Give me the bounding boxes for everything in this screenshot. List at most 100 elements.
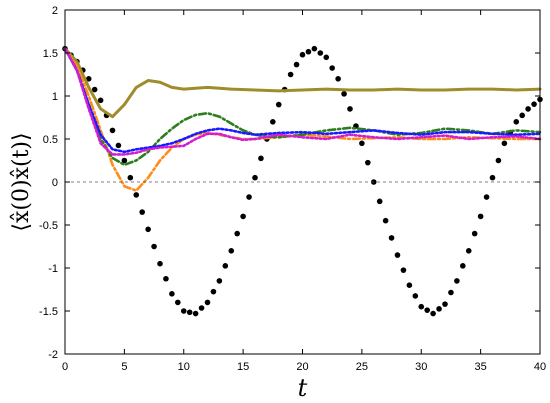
series-0-point: [252, 174, 258, 181]
series-0-point: [240, 213, 246, 220]
series-0-point: [180, 308, 187, 314]
series-0-point: [228, 248, 235, 254]
series-0-point: [293, 61, 300, 68]
series-0-point: [329, 65, 335, 71]
series-0-point: [341, 91, 347, 97]
series-0-point: [442, 301, 448, 307]
series-3: [63, 47, 542, 167]
series-0-point: [204, 299, 211, 306]
series-0-point: [460, 263, 466, 269]
x-tick-label: 10: [178, 361, 190, 373]
x-tick-label: 15: [237, 361, 249, 373]
series-0-point: [145, 226, 151, 233]
series-0-point: [97, 97, 104, 104]
series-0-point: [270, 119, 276, 125]
series-4: [63, 47, 542, 154]
series-0-point: [335, 76, 341, 82]
series-0-point: [436, 306, 442, 312]
series-0-point: [406, 282, 413, 289]
y-axis-label: ⟨x̂(0)x̂(t)⟩: [9, 132, 34, 231]
series-0-point: [222, 263, 229, 269]
x-tick-label: 5: [121, 361, 127, 373]
series-0-point: [418, 303, 425, 310]
series-0-point: [483, 194, 490, 200]
series-0-point: [198, 305, 205, 311]
series-0-point: [85, 76, 92, 82]
series-0-point: [359, 140, 365, 147]
series-1-line: [63, 47, 542, 119]
y-tick-label: 0: [52, 177, 58, 189]
series-0-point: [163, 275, 169, 282]
series-0-point: [192, 310, 199, 317]
x-tick-label: 20: [296, 361, 308, 373]
series-0-point: [210, 288, 217, 295]
series-0-point: [299, 51, 306, 58]
series-0-point: [412, 293, 419, 299]
series-1: [63, 47, 542, 119]
series-0-point: [127, 174, 134, 181]
series-0-point: [258, 155, 264, 162]
series-0-point: [115, 142, 122, 149]
series-0-point: [175, 299, 181, 306]
y-tick-label: -0.5: [39, 220, 58, 232]
series-0-point: [216, 278, 223, 284]
series-0-point: [91, 86, 98, 93]
x-tick-label: 30: [415, 361, 427, 373]
series-0-point: [133, 192, 140, 198]
series-0-point: [531, 101, 537, 107]
axes-layer: 0 5 10 15 20 25 30 35 40 -2 -1.5 -1 -0.5 0 0.5 1 1.5 2: [39, 5, 546, 373]
series-0-point: [347, 106, 353, 112]
series-4-line: [63, 47, 542, 154]
y-tick-label: 1.5: [43, 48, 58, 60]
series-0-point: [394, 252, 401, 258]
series-0-point: [376, 198, 383, 205]
x-tick-label: 35: [475, 361, 487, 373]
series-0-point: [317, 50, 324, 56]
series-0-point: [519, 112, 525, 119]
series-0-point: [275, 101, 282, 108]
series-0-point: [454, 278, 460, 284]
y-tick-label: 0.5: [43, 134, 58, 146]
series-0-point: [169, 291, 175, 297]
series-0-point: [525, 106, 531, 112]
series-0-point: [388, 235, 395, 241]
series-0-point: [323, 54, 330, 61]
series-0-point: [121, 157, 128, 164]
x-tick-label: 0: [62, 361, 68, 373]
series-2-line: [63, 47, 542, 192]
x-tick-label: 40: [534, 361, 546, 373]
y-tick-label: -1.5: [39, 306, 58, 318]
series-0-point: [109, 127, 116, 134]
series-0-point: [477, 213, 484, 220]
series-0-point: [186, 309, 193, 316]
series-0-point: [465, 248, 472, 254]
series-0-point: [157, 260, 163, 267]
x-tick-label: 25: [356, 361, 368, 373]
series-layer: [62, 45, 543, 317]
series-0-point: [151, 243, 157, 250]
y-tick-label: -2: [48, 349, 58, 361]
series-0-point: [448, 289, 454, 296]
y-tick-label: -1: [48, 263, 58, 275]
series-0-point: [305, 48, 312, 55]
series-0-point: [246, 194, 252, 200]
series-0-point: [139, 209, 145, 215]
y-tick-label: 2: [52, 5, 58, 17]
series-0-point: [489, 174, 496, 181]
series-0-point: [513, 119, 520, 125]
series-0-point: [234, 230, 240, 237]
series-0-point: [430, 310, 436, 317]
series-0-point: [424, 307, 430, 313]
series-0-point: [382, 217, 389, 224]
y-tick-label: 1: [52, 91, 58, 103]
series-0-point: [287, 71, 294, 78]
series-0-point: [471, 230, 478, 237]
series-0-point: [365, 159, 371, 166]
series-5-line: [63, 47, 542, 156]
series-0-point: [501, 140, 508, 147]
series-0: [62, 45, 543, 317]
series-2: [63, 47, 542, 192]
x-axis-label: t: [298, 374, 308, 402]
series-0-point: [495, 157, 502, 164]
